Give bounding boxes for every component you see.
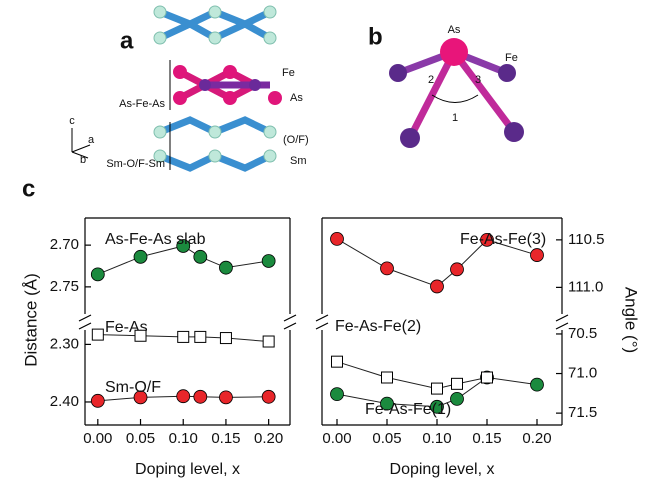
series-label: Fe-As-Fe(2) <box>335 318 421 335</box>
structure-a <box>72 6 282 170</box>
panel-label: a <box>120 27 134 54</box>
axis-break <box>284 315 296 321</box>
atom-label: (O/F) <box>283 134 309 146</box>
structure-b <box>389 38 524 148</box>
data-point <box>452 378 463 389</box>
data-point <box>331 232 344 245</box>
data-point <box>451 263 464 276</box>
data-point <box>432 383 443 394</box>
y-tick-label: 71.0 <box>568 365 597 382</box>
data-point <box>262 254 275 267</box>
data-point <box>451 392 464 405</box>
data-point <box>219 391 232 404</box>
axis-letter: c <box>69 115 75 127</box>
x-tick-label: 0.20 <box>254 430 283 447</box>
series-line <box>337 362 487 389</box>
data-point <box>178 331 189 342</box>
data-point <box>262 390 275 403</box>
y-tick-label: 2.70 <box>50 236 79 253</box>
axis-break <box>556 323 568 329</box>
data-point <box>531 378 544 391</box>
data-point <box>263 336 274 347</box>
data-point <box>382 372 393 383</box>
data-point <box>331 388 344 401</box>
atom-label: Fe <box>282 67 295 79</box>
atom-label: Fe <box>505 52 518 64</box>
atom-label: As <box>290 92 303 104</box>
series-label: Fe-As-Fe(1) <box>365 401 451 418</box>
x-tick-label: 0.00 <box>83 430 112 447</box>
data-point <box>482 372 493 383</box>
data-point <box>332 356 343 367</box>
data-point <box>91 394 104 407</box>
data-point <box>219 261 232 274</box>
y-tick-label: 110.5 <box>568 231 604 248</box>
y-tick-label: 111.0 <box>568 278 603 295</box>
atom-label: As <box>448 24 461 36</box>
data-point <box>194 390 207 403</box>
x-axis-label: Doping level, x <box>390 461 495 478</box>
data-point <box>92 329 103 340</box>
figure: a Fe As As-Fe-As (O/F) Sm Sm-O/F-Sm c a … <box>0 0 658 492</box>
data-point <box>134 250 147 263</box>
y-tick-label: 70.5 <box>568 325 597 342</box>
x-tick-label: 0.05 <box>372 430 401 447</box>
y-tick-label: 2.30 <box>50 335 79 352</box>
data-point <box>381 262 394 275</box>
data-point <box>194 250 207 263</box>
x-tick-label: 0.05 <box>126 430 155 447</box>
series-label: Fe-As-Fe(3) <box>460 231 546 248</box>
x-tick-label: 0.15 <box>472 430 501 447</box>
axis-break <box>79 323 91 329</box>
data-point <box>135 330 146 341</box>
series-label: Sm-O/F <box>105 379 161 396</box>
data-point <box>431 280 444 293</box>
axis-break <box>284 323 296 329</box>
atom-label: Sm <box>290 155 307 167</box>
data-point <box>195 331 206 342</box>
data-point <box>177 390 190 403</box>
x-tick-label: 0.20 <box>522 430 551 447</box>
panel-label: b <box>368 23 383 50</box>
x-axis-label: Doping level, x <box>135 461 240 478</box>
x-tick-label: 0.10 <box>169 430 198 447</box>
x-tick-label: 0.00 <box>322 430 351 447</box>
panel-label: c <box>22 175 35 202</box>
data-point <box>220 333 231 344</box>
y-tick-label: 71.5 <box>568 404 597 421</box>
axis-letter: a <box>88 134 95 146</box>
angle-label: 3 <box>475 74 481 86</box>
series-label: As-Fe-As slab <box>105 231 206 248</box>
angle-label: 1 <box>452 112 458 124</box>
axis-letter: b <box>80 154 86 166</box>
data-point <box>91 268 104 281</box>
y-tick-label: 2.40 <box>50 393 79 410</box>
y-axis-label: Angle (°) <box>622 287 641 353</box>
axis-break <box>316 315 328 321</box>
data-point <box>531 249 544 262</box>
x-tick-label: 0.15 <box>211 430 240 447</box>
y-axis-label: Distance (Å) <box>21 273 40 367</box>
angle-label: 2 <box>428 74 434 86</box>
layer-label: Sm-O/F-Sm <box>106 158 165 170</box>
y-tick-label: 2.75 <box>50 278 79 295</box>
x-tick-label: 0.10 <box>422 430 451 447</box>
axis-break <box>556 315 568 321</box>
axis-break <box>316 323 328 329</box>
axis-break <box>79 315 91 321</box>
layer-label: As-Fe-As <box>119 98 165 110</box>
